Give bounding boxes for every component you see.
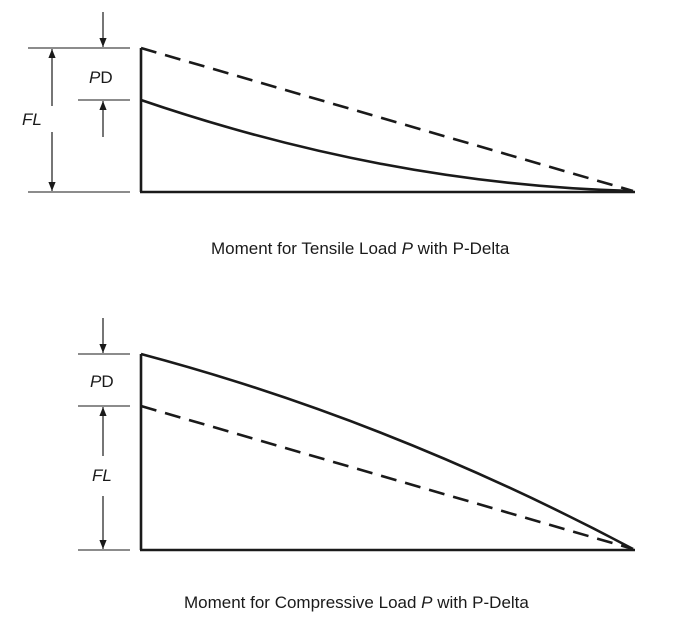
tensile-moment-diagram [28, 12, 635, 194]
fl-label: FL [22, 110, 42, 129]
dashed-moment-line [140, 46, 634, 193]
pd-label: PD [90, 372, 114, 391]
fl-label: FL [92, 466, 112, 485]
p-delta-moment-curve [140, 352, 634, 551]
dashed-moment-line [140, 404, 634, 551]
compressive-caption: Moment for Compressive Load P with P-Del… [184, 593, 529, 612]
compressive-moment-diagram [78, 318, 635, 552]
pd-label: PD [89, 68, 113, 87]
p-delta-moment-curve [140, 98, 634, 193]
tensile-caption: Moment for Tensile Load P with P-Delta [211, 239, 510, 258]
